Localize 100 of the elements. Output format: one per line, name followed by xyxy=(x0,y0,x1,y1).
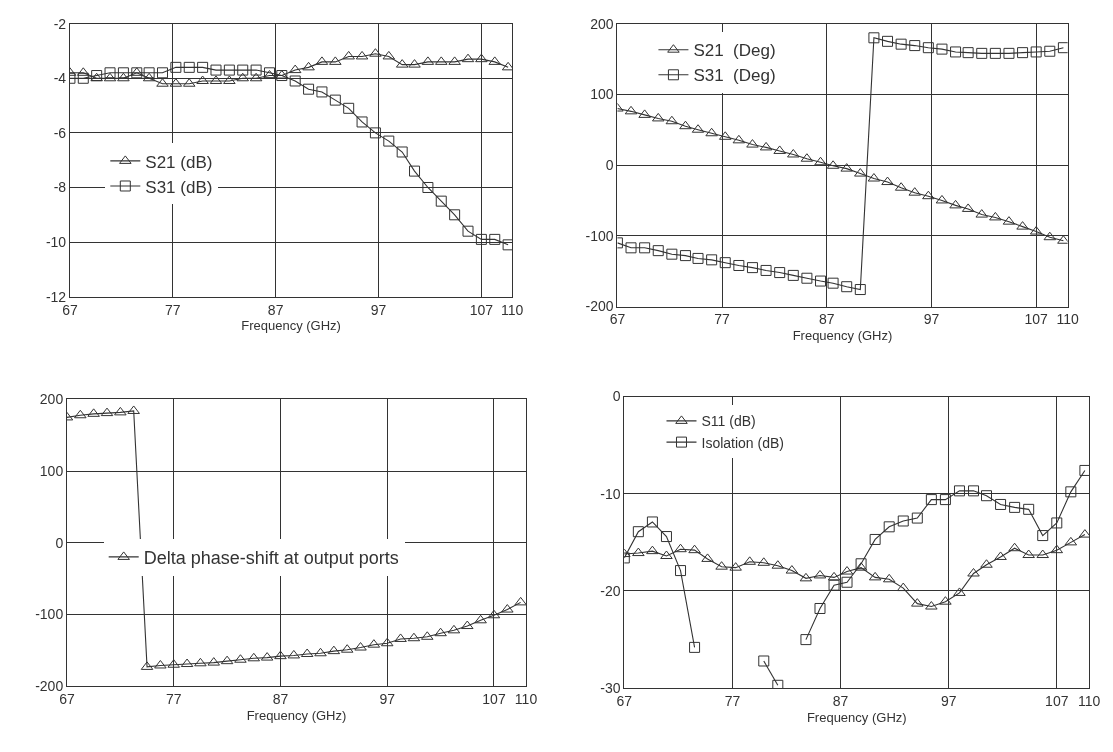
point xyxy=(1009,501,1021,513)
point xyxy=(989,211,1002,221)
point xyxy=(675,565,687,577)
point xyxy=(679,250,691,262)
point xyxy=(343,102,355,114)
point xyxy=(210,64,222,76)
point xyxy=(881,176,894,186)
point xyxy=(77,72,89,84)
point xyxy=(1064,536,1078,546)
point xyxy=(143,67,155,79)
point xyxy=(288,64,302,74)
point xyxy=(646,516,658,528)
point xyxy=(1078,529,1090,538)
x-tick-label: 87 xyxy=(832,693,849,710)
point xyxy=(380,637,394,647)
x-axis-title: Frequency (GHz) xyxy=(241,318,341,334)
x-tick-label: 97 xyxy=(923,311,940,328)
x-tick-label: 87 xyxy=(819,311,835,328)
point xyxy=(117,67,129,79)
point xyxy=(303,83,315,95)
point xyxy=(828,579,840,591)
point xyxy=(1043,231,1057,241)
point xyxy=(666,248,678,260)
y-tick-label: 100 xyxy=(590,86,614,103)
point xyxy=(447,624,461,634)
point xyxy=(787,269,799,281)
point xyxy=(827,571,841,581)
legend-label: S31 (Deg) xyxy=(693,66,776,86)
point xyxy=(247,652,261,662)
point xyxy=(688,544,701,554)
point xyxy=(1017,47,1029,59)
point xyxy=(814,156,827,166)
point xyxy=(922,190,935,200)
point xyxy=(989,47,1001,59)
point xyxy=(449,209,461,221)
x-tick-label: 107 xyxy=(469,301,494,318)
point xyxy=(287,649,301,659)
point xyxy=(1079,464,1090,476)
legend-label: Delta phase-shift at output ports xyxy=(143,547,399,568)
point xyxy=(409,165,421,177)
x-tick-label: 77 xyxy=(714,311,731,328)
point xyxy=(194,657,207,667)
x-tick-label: 77 xyxy=(165,691,182,708)
point xyxy=(646,545,659,555)
point xyxy=(474,614,487,624)
x-tick-label: 107 xyxy=(482,691,506,708)
point xyxy=(487,609,501,619)
x-tick-label: 110 xyxy=(1078,693,1101,710)
point xyxy=(814,602,826,614)
point xyxy=(841,576,853,588)
point xyxy=(962,47,974,59)
point xyxy=(197,61,209,73)
point xyxy=(461,620,474,630)
point xyxy=(316,86,328,98)
point xyxy=(968,485,980,497)
point xyxy=(995,498,1007,510)
point xyxy=(939,494,951,506)
point xyxy=(407,632,421,642)
y-tick-label: -2 xyxy=(53,15,67,32)
point xyxy=(854,284,866,296)
point xyxy=(935,194,949,204)
point xyxy=(220,655,234,665)
point xyxy=(827,277,839,289)
point xyxy=(180,658,194,668)
point xyxy=(815,275,827,287)
y-tick-label: 0 xyxy=(55,534,64,551)
legend-label: S21 (Deg) xyxy=(693,41,776,61)
x-tick-label: 110 xyxy=(514,691,538,708)
point xyxy=(422,182,434,193)
point xyxy=(249,72,263,82)
point xyxy=(382,50,396,60)
x-tick-label: 97 xyxy=(940,693,957,710)
point xyxy=(1003,47,1015,59)
point xyxy=(157,67,168,79)
point xyxy=(1036,549,1049,559)
y-tick-label: 200 xyxy=(39,391,64,408)
x-tick-label: 110 xyxy=(501,301,524,318)
point xyxy=(435,195,447,207)
point xyxy=(1065,486,1077,498)
x-tick-label: 97 xyxy=(379,691,396,708)
point xyxy=(103,72,117,82)
point xyxy=(706,254,718,266)
x-tick-label: 107 xyxy=(1024,311,1049,328)
point xyxy=(1030,46,1042,58)
point xyxy=(967,567,980,577)
point xyxy=(787,148,800,158)
point xyxy=(882,35,894,47)
y-tick-label: -4 xyxy=(53,70,67,87)
x-axis-title: Frequency (GHz) xyxy=(806,709,907,725)
point xyxy=(356,116,368,128)
point xyxy=(911,512,923,524)
point xyxy=(475,233,487,245)
point xyxy=(801,272,813,284)
legend-label: S21 (dB) xyxy=(145,152,213,172)
point xyxy=(981,490,993,502)
point xyxy=(236,72,249,82)
point xyxy=(289,75,301,87)
point xyxy=(131,67,143,79)
point xyxy=(909,40,921,52)
point xyxy=(383,135,395,147)
